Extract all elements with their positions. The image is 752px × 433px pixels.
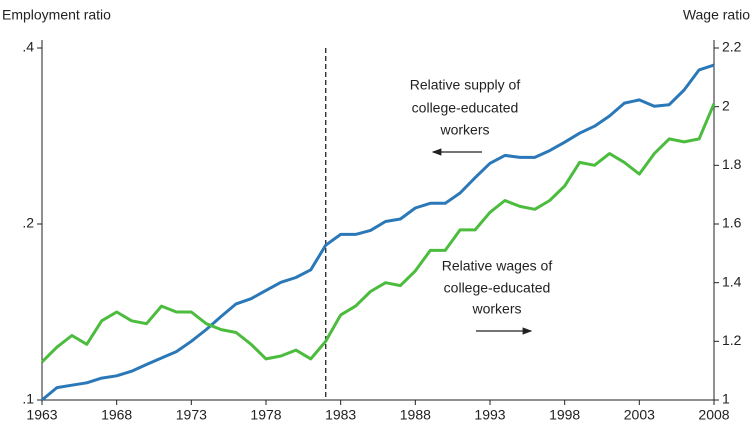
y2-tick-label: 2.2 — [722, 39, 742, 55]
annotation: workers — [471, 301, 521, 317]
annotation: Relative supply of — [410, 77, 521, 93]
x-tick-label: 1978 — [250, 407, 281, 423]
y2-axis-label: Wage ratio — [683, 7, 750, 23]
y2-tick-label: 1 — [722, 391, 730, 407]
y-tick-label: .1 — [22, 391, 34, 407]
y-axis-label: Employment ratio — [2, 7, 111, 23]
x-tick-label: 1968 — [101, 407, 132, 423]
y2-tick-label: 1.2 — [722, 332, 742, 348]
y2-tick-label: 2 — [722, 97, 730, 113]
y-tick-label: .4 — [22, 39, 34, 55]
series-line — [41, 63, 715, 402]
x-tick-label: 2003 — [624, 407, 655, 423]
y2-tick-label: 1.6 — [722, 215, 742, 231]
annotation: college-educated — [444, 280, 551, 296]
x-tick-label: 1998 — [549, 407, 580, 423]
x-tick-label: 1993 — [474, 407, 505, 423]
x-tick-label: 2008 — [698, 407, 729, 423]
x-tick-label: 1988 — [400, 407, 431, 423]
y2-tick-label: 1.8 — [722, 156, 742, 172]
annotation: Relative wages of — [442, 258, 553, 274]
x-tick-label: 1973 — [176, 407, 207, 423]
y2-tick-label: 1.4 — [722, 273, 742, 289]
y-tick-label: .2 — [22, 215, 34, 231]
annotation: workers — [439, 122, 489, 138]
series-line — [40, 103, 716, 363]
x-tick-label: 1963 — [26, 407, 57, 423]
x-tick-label: 1983 — [325, 407, 356, 423]
annotation: college-educated — [412, 100, 519, 116]
